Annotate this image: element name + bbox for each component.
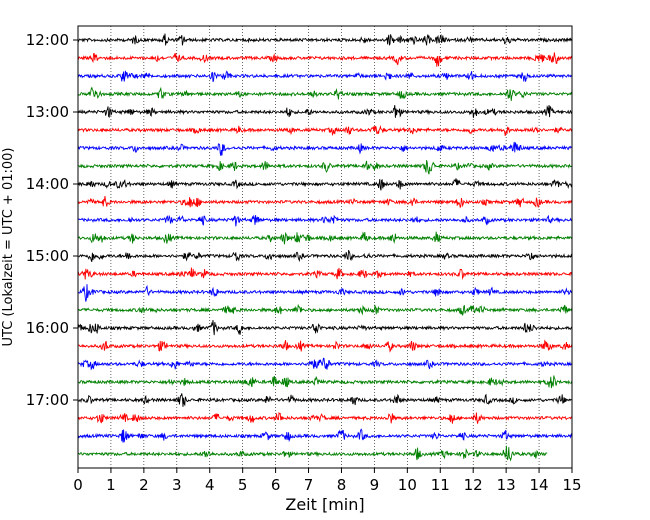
trace-12-30 (77, 70, 573, 82)
x-tick-label: 2 (139, 476, 149, 494)
x-tick-label: 10 (398, 476, 417, 494)
trace-13-00 (77, 105, 573, 119)
trace-12-15 (77, 52, 573, 67)
plot-area (78, 26, 572, 468)
y-axis-label: UTC (Lokalzeit = UTC + 01:00) (1, 148, 16, 347)
y-tick-label: 15:00 (26, 247, 69, 265)
trace-14-15 (77, 196, 573, 209)
trace-13-15 (77, 124, 573, 137)
trace-16-15 (77, 339, 573, 353)
trace-17-45 (77, 445, 548, 462)
trace-15-00 (77, 250, 573, 263)
x-tick-label: 14 (530, 476, 549, 494)
y-tick-label: 13:00 (26, 103, 69, 121)
y-tick-label: 16:00 (26, 319, 69, 337)
trace-15-45 (77, 303, 573, 316)
y-tick-label: 14:00 (26, 175, 69, 193)
x-tick-label: 12 (464, 476, 483, 494)
trace-15-15 (77, 267, 573, 280)
x-tick-label: 6 (271, 476, 281, 494)
trace-16-00 (77, 320, 573, 336)
x-tick-label: 3 (172, 476, 182, 494)
x-tick-label: 4 (205, 476, 215, 494)
trace-16-45 (77, 375, 573, 389)
plot-frame (77, 25, 573, 469)
trace-17-30 (77, 428, 573, 443)
trace-13-30 (77, 141, 572, 156)
x-tick-label: 11 (431, 476, 450, 494)
y-tick-label: 17:00 (26, 391, 69, 409)
trace-14-45 (77, 231, 573, 245)
x-axis: 0 1 2 3 4 5 6 7 8 9 10 11 12 13 14 15 (73, 468, 582, 494)
trace-12-00 (77, 33, 573, 46)
x-tick-label: 1 (106, 476, 116, 494)
x-tick-label: 7 (304, 476, 314, 494)
x-tick-label: 5 (238, 476, 248, 494)
y-axis: 12:00 13:00 14:00 15:00 16:00 17:00 (26, 31, 78, 409)
x-axis-label: Zeit [min] (285, 495, 364, 514)
trace-17-00 (77, 393, 572, 407)
x-tick-label: 9 (370, 476, 380, 494)
trace-14-00 (77, 178, 573, 191)
traces (77, 33, 573, 462)
trace-13-45 (77, 159, 573, 175)
y-tick-label: 12:00 (26, 31, 69, 49)
trace-15-30 (77, 284, 573, 302)
x-tick-label: 0 (73, 476, 83, 494)
trace-17-15 (77, 411, 573, 424)
x-tick-label: 13 (497, 476, 516, 494)
x-tick-label: 15 (562, 476, 581, 494)
x-tick-label: 8 (337, 476, 347, 494)
trace-14-30 (77, 214, 572, 227)
trace-16-30 (77, 357, 573, 371)
trace-12-45 (77, 86, 573, 101)
